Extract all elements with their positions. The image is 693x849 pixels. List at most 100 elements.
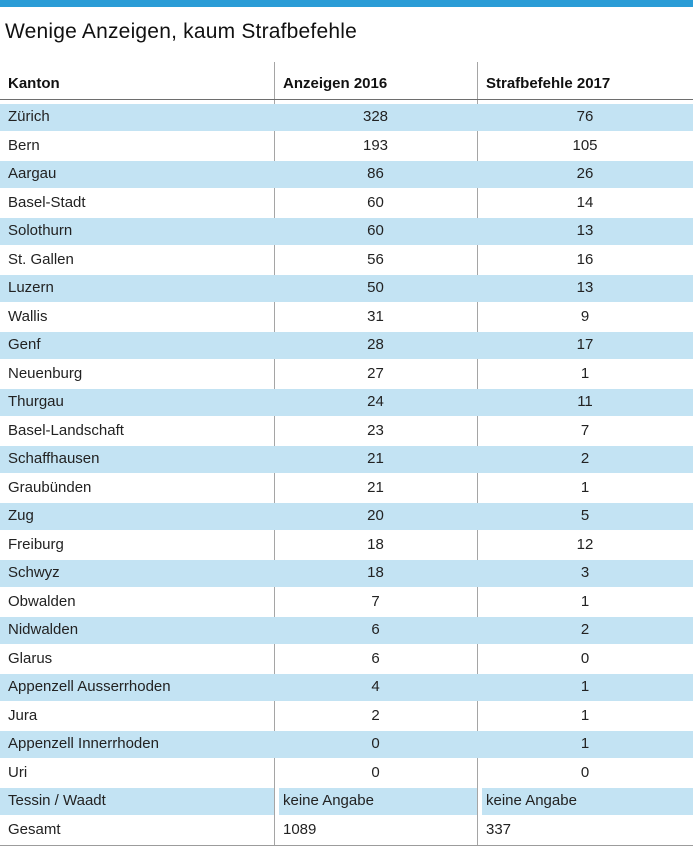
anzeigen-cell: 18 [367, 535, 384, 553]
table-row: Thurgau 24 11 [0, 389, 693, 416]
canton-cell: Genf [8, 336, 41, 353]
strafbefehle-cell: 13 [576, 279, 594, 296]
strafbefehle-cell: 1 [580, 592, 590, 610]
canton-cell: Wallis [8, 307, 48, 325]
strafbefehle-cell: 2 [580, 450, 590, 467]
canton-cell: Gesamt [8, 820, 61, 838]
accent-bar [0, 0, 693, 7]
header-cell-anzeigen-2016: Anzeigen 2016 [283, 75, 388, 92]
strafbefehle-cell: 2 [580, 621, 590, 638]
canton-cell: Jura [8, 706, 38, 724]
anzeigen-cell: 86 [367, 165, 384, 182]
table-row: Appenzell Ausserrhoden 4 1 [0, 674, 693, 701]
data-table: Kanton Anzeigen 2016 Strafbefehle 2017 Z… [0, 62, 693, 846]
anzeigen-cell: 21 [367, 478, 384, 496]
table-row: Obwalden 7 1 [0, 589, 693, 616]
table-row: Zürich 328 76 [0, 104, 693, 131]
canton-cell: Zug [8, 507, 34, 524]
table-row: Tessin / Waadt keine Angabe keine Angabe [0, 788, 693, 815]
table-row: Jura 2 1 [0, 703, 693, 730]
anzeigen-cell: 328 [362, 108, 389, 125]
canton-cell: Neuenburg [8, 364, 83, 382]
table-row: Appenzell Innerrhoden 0 1 [0, 731, 693, 758]
anzeigen-cell: 21 [367, 450, 384, 467]
anzeigen-cell: 6 [371, 649, 380, 667]
anzeigen-cell: 6 [371, 621, 380, 638]
anzeigen-cell: 60 [367, 222, 384, 239]
canton-cell: Aargau [8, 165, 57, 182]
strafbefehle-cell: 1 [580, 478, 590, 496]
canton-cell: Solothurn [8, 222, 73, 239]
table-row: Solothurn 60 13 [0, 218, 693, 245]
strafbefehle-cell: keine Angabe [477, 788, 693, 815]
anzeigen-cell: 28 [367, 336, 384, 353]
table-row: Basel-Stadt 60 14 [0, 190, 693, 217]
strafbefehle-cell: 1 [580, 364, 590, 382]
canton-cell: St. Gallen [8, 250, 74, 268]
table-body: Zürich 328 76 Bern 193 105 Aargau 86 26 … [0, 100, 693, 846]
canton-cell: Freiburg [8, 535, 64, 553]
canton-cell: Basel-Stadt [8, 193, 86, 211]
strafbefehle-cell: 13 [576, 222, 594, 239]
strafbefehle-cell: 1 [580, 706, 590, 724]
table-row: Freiburg 18 12 [0, 532, 693, 559]
table-row: St. Gallen 56 16 [0, 247, 693, 274]
anzeigen-cell: 56 [367, 250, 384, 268]
canton-cell: Uri [8, 763, 28, 781]
anzeigen-cell: 0 [371, 735, 380, 752]
canton-cell: Obwalden [8, 592, 76, 610]
canton-cell: Appenzell Ausserrhoden [8, 678, 171, 695]
anzeigen-cell: 18 [367, 564, 384, 581]
canton-cell: Tessin / Waadt [0, 788, 274, 815]
table-row: Schaffhausen 21 2 [0, 446, 693, 473]
canton-cell: Schwyz [8, 564, 60, 581]
table-row: Zug 20 5 [0, 503, 693, 530]
header-cell-kanton: Kanton [8, 75, 60, 92]
strafbefehle-cell: 16 [576, 250, 594, 268]
table-row: Basel-Landschaft 23 7 [0, 418, 693, 445]
table-row: Luzern 50 13 [0, 275, 693, 302]
table-row: Uri 0 0 [0, 760, 693, 787]
table-row: Genf 28 17 [0, 332, 693, 359]
strafbefehle-cell: 9 [580, 307, 590, 325]
anzeigen-cell: 27 [367, 364, 384, 382]
table-row: Neuenburg 27 1 [0, 361, 693, 388]
strafbefehle-cell: 3 [580, 564, 590, 581]
strafbefehle-cell: 0 [580, 763, 590, 781]
canton-cell: Graubünden [8, 478, 92, 496]
anzeigen-cell: 20 [367, 507, 384, 524]
strafbefehle-cell: 17 [576, 336, 594, 353]
strafbefehle-cell: 0 [580, 649, 590, 667]
strafbefehle-cell: 5 [580, 507, 590, 524]
canton-cell: Basel-Landschaft [8, 421, 124, 439]
canton-cell: Zürich [8, 108, 50, 125]
table-row: Nidwalden 6 2 [0, 617, 693, 644]
canton-cell: Thurgau [8, 393, 64, 410]
strafbefehle-cell: 337 [486, 820, 512, 838]
canton-cell: Schaffhausen [8, 450, 100, 467]
strafbefehle-cell: 76 [576, 108, 594, 125]
table-row: Bern 193 105 [0, 133, 693, 160]
strafbefehle-cell: 7 [580, 421, 590, 439]
anzeigen-cell: 1089 [283, 820, 317, 838]
strafbefehle-cell: 14 [576, 193, 594, 211]
anzeigen-cell: 2 [371, 706, 380, 724]
anzeigen-cell: 60 [367, 193, 384, 211]
anzeigen-cell: 23 [367, 421, 384, 439]
table-header-row: Kanton Anzeigen 2016 Strafbefehle 2017 [0, 62, 693, 100]
anzeigen-cell: 0 [371, 763, 380, 781]
anzeigen-cell: keine Angabe [274, 788, 477, 815]
table-row: Gesamt 1089 337 [0, 817, 693, 844]
strafbefehle-cell: 26 [576, 165, 594, 182]
strafbefehle-cell: 105 [572, 136, 598, 154]
table-row: Graubünden 21 1 [0, 475, 693, 502]
chart-title: Wenige Anzeigen, kaum Strafbefehle [5, 20, 357, 43]
anzeigen-cell: 50 [367, 279, 384, 296]
canton-cell: Appenzell Innerrhoden [8, 735, 159, 752]
canton-cell: Bern [8, 136, 40, 154]
table-row: Aargau 86 26 [0, 161, 693, 188]
strafbefehle-cell: 11 [577, 393, 593, 410]
anzeigen-cell: 4 [371, 678, 380, 695]
anzeigen-cell: 31 [367, 307, 384, 325]
strafbefehle-cell: 1 [580, 735, 590, 752]
